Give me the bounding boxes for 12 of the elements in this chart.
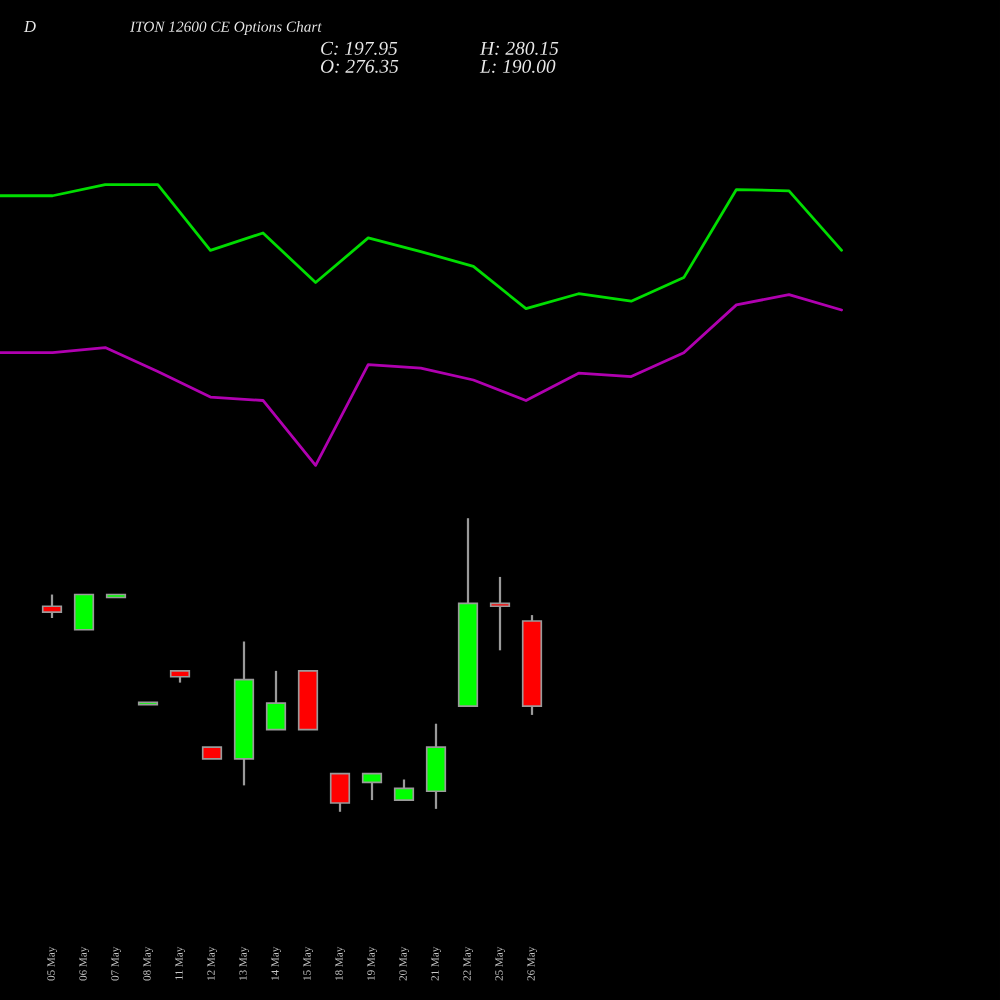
candlestick [393, 778, 415, 802]
candlestick [265, 669, 287, 731]
candlestick [425, 722, 447, 810]
candlestick [41, 593, 63, 620]
text: O: 276.35 [320, 59, 399, 73]
text: H: 280.15 [479, 41, 559, 55]
text: C: 197.95 [321, 41, 398, 55]
candlestick [361, 772, 383, 802]
candlestick [329, 772, 351, 813]
candlestick [73, 593, 95, 631]
text: L: 190.00 [479, 59, 556, 73]
text: D [23, 21, 36, 33]
